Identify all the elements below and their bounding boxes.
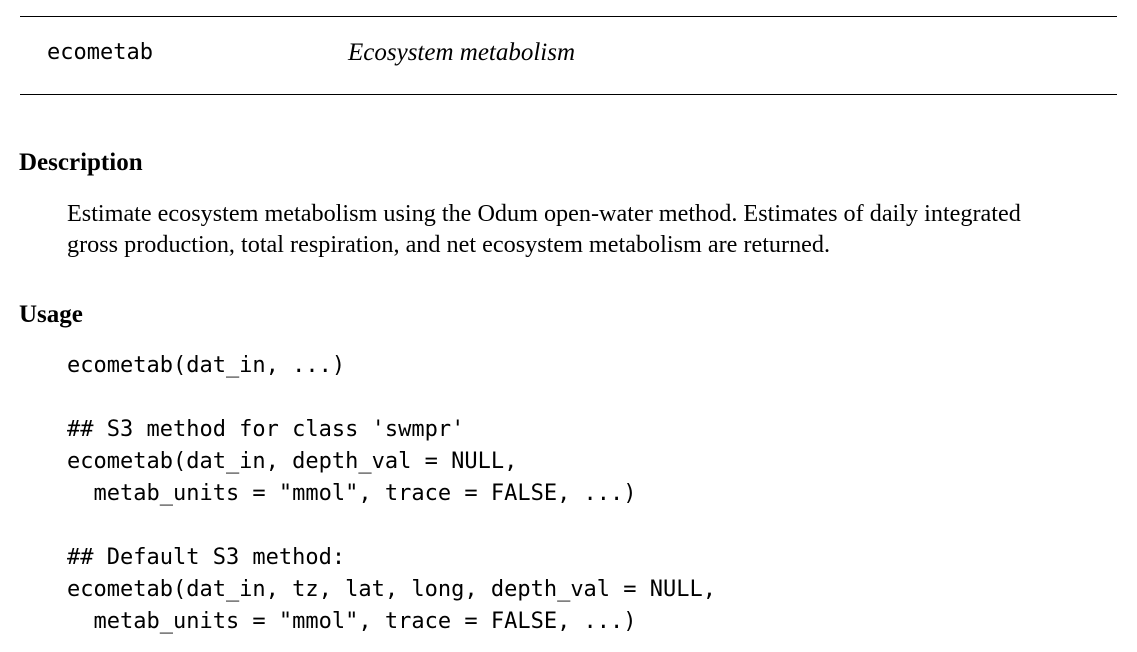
code-line: ecometab(dat_in, tz, lat, long, depth_va…	[67, 577, 717, 602]
code-line	[67, 382, 716, 414]
code-line: ecometab(dat_in, ...)	[67, 353, 346, 378]
description-line: Estimate ecosystem metabolism using the …	[67, 200, 1021, 227]
description-body: Estimate ecosystem metabolism using the …	[67, 198, 1123, 260]
code-line: ## S3 method for class 'swmpr'	[67, 417, 465, 442]
description-line: gross production, total respiration, and…	[67, 231, 831, 258]
code-line: ecometab(dat_in, depth_val = NULL,	[67, 449, 518, 474]
function-title: Ecosystem metabolism	[348, 39, 576, 66]
code-line	[67, 510, 716, 542]
code-line: metab_units = "mmol", trace = FALSE, ...…	[67, 609, 637, 634]
code-line: ## Default S3 method:	[67, 545, 346, 570]
usage-heading: Usage	[19, 301, 83, 328]
header-bottom-rule	[20, 94, 1117, 95]
header-top-rule	[20, 16, 1117, 17]
code-line: metab_units = "mmol", trace = FALSE, ...…	[67, 481, 637, 506]
function-name: ecometab	[47, 40, 153, 65]
usage-code-block: ecometab(dat_in, ...) ## S3 method for c…	[67, 350, 716, 638]
description-heading: Description	[19, 149, 143, 176]
